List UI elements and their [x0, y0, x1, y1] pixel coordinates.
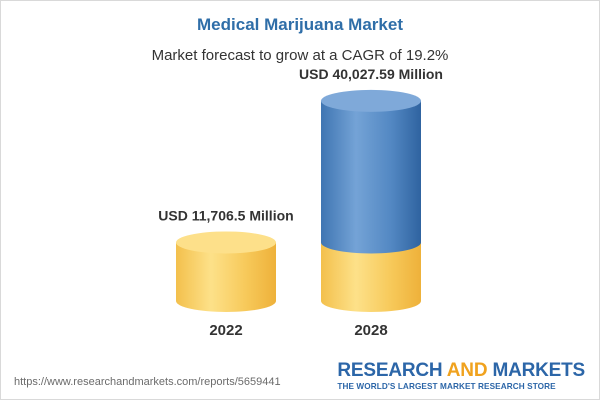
bar-top-cap	[176, 231, 276, 254]
data-label-2028: USD 40,027.59 Million	[299, 66, 443, 82]
bar-top-cap	[321, 89, 421, 112]
bar-segment-growth	[320, 100, 421, 254]
bar-segment-base	[321, 242, 421, 312]
chart-title: Medical Marijuana Market	[197, 15, 403, 34]
brand-word-research: RESEARCH	[337, 360, 443, 381]
source-url[interactable]: https://www.researchandmarkets.com/repor…	[14, 376, 281, 388]
data-label-2022: USD 11,706.5 Million	[158, 207, 293, 223]
brand-word-and: AND	[446, 360, 488, 381]
brand-name: RESEARCH AND MARKETS	[337, 361, 585, 381]
category-label-2022: 2022	[209, 322, 242, 339]
brand-logo: RESEARCH AND MARKETS THE WORLD'S LARGEST…	[337, 361, 585, 392]
bar-2022	[176, 231, 276, 312]
chart-subtitle: Market forecast to grow at a CAGR of 19.…	[151, 47, 449, 64]
bar-2028	[320, 89, 421, 312]
bar-segment-base	[176, 242, 276, 312]
brand-word-markets: MARKETS	[492, 360, 585, 381]
brand-tagline: THE WORLD'S LARGEST MARKET RESEARCH STOR…	[337, 382, 556, 391]
category-label-2028: 2028	[354, 322, 387, 339]
